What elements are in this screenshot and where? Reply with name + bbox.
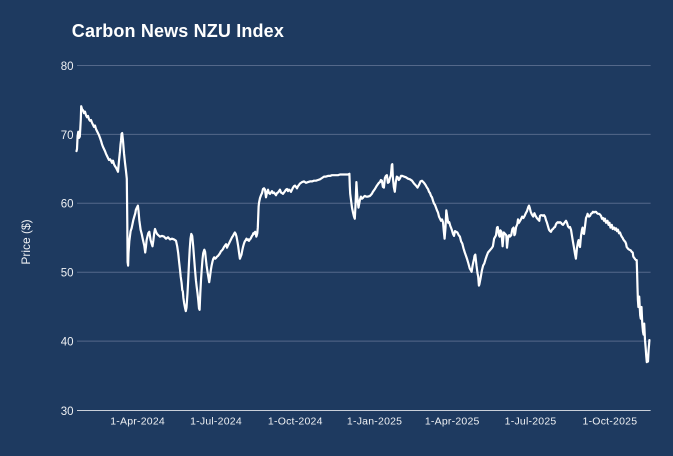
svg-text:1-Apr-2024: 1-Apr-2024 — [110, 416, 165, 428]
svg-text:70: 70 — [61, 130, 74, 142]
svg-text:1-Jul-2025: 1-Jul-2025 — [505, 416, 557, 428]
svg-text:1-Oct-2024: 1-Oct-2024 — [268, 416, 323, 428]
svg-text:40: 40 — [61, 337, 74, 349]
svg-text:1-Jan-2025: 1-Jan-2025 — [347, 416, 402, 428]
svg-text:50: 50 — [61, 268, 74, 280]
svg-text:60: 60 — [61, 199, 74, 211]
svg-text:1-Jul-2024: 1-Jul-2024 — [190, 416, 242, 428]
svg-text:1-Oct-2025: 1-Oct-2025 — [583, 416, 638, 428]
svg-text:Carbon News NZU Index: Carbon News NZU Index — [72, 21, 284, 41]
svg-text:1-Apr-2025: 1-Apr-2025 — [425, 416, 480, 428]
svg-text:80: 80 — [61, 61, 74, 73]
svg-text:30: 30 — [61, 406, 74, 418]
svg-text:Price ($): Price ($) — [19, 219, 33, 264]
